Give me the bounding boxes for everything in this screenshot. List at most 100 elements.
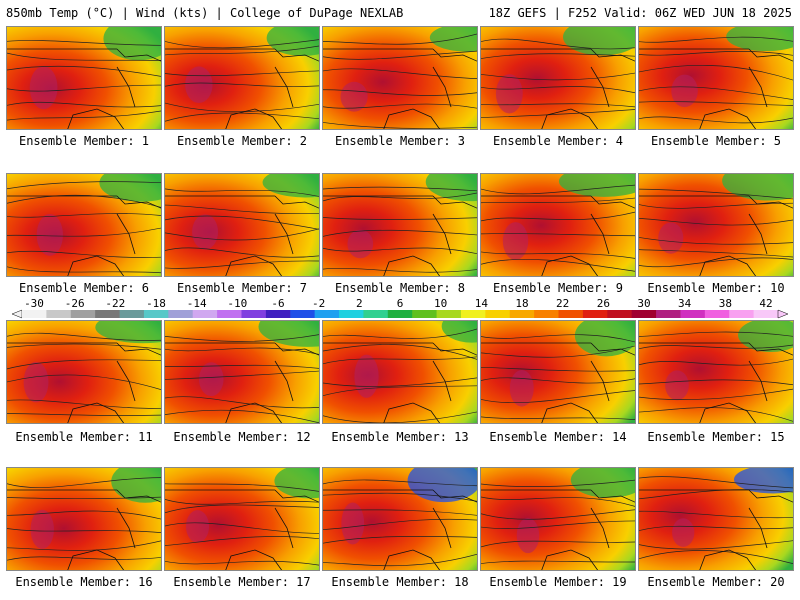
pressure-contour — [481, 560, 635, 564]
pressure-contour — [481, 72, 635, 81]
pressure-contour — [165, 347, 319, 355]
pressure-contour — [323, 229, 477, 237]
pressure-contour — [481, 334, 635, 343]
pressure-contour — [323, 103, 477, 109]
ensemble-member-map-15 — [638, 320, 794, 424]
colorbar-tick-label: 14 — [474, 297, 488, 310]
cool-airmass-region — [407, 468, 477, 503]
pressure-contour — [7, 540, 161, 551]
ensemble-member-map-20 — [638, 467, 794, 571]
geographic-borders — [323, 48, 477, 129]
pressure-contour — [7, 413, 161, 416]
cool-airmass-region — [722, 174, 793, 201]
pressure-contour — [7, 65, 161, 77]
ensemble-member-label: Ensemble Member: 9 — [492, 281, 624, 295]
pressure-contour — [165, 188, 319, 197]
pressure-contour — [7, 374, 161, 391]
pressure-contour — [639, 358, 793, 366]
heat-core-region — [23, 361, 49, 403]
ensemble-member-label: Ensemble Member: 2 — [176, 134, 308, 148]
colorbar-tick-label: 42 — [759, 297, 773, 310]
model-run-info: 18Z GEFS | F252 Valid: 06Z WED JUN 18 20… — [488, 6, 792, 20]
pressure-contour — [639, 476, 793, 489]
colorbar-swatch — [729, 310, 755, 318]
colorbar-swatch — [265, 310, 291, 318]
pressure-contour — [323, 122, 477, 129]
ensemble-member-map-14 — [480, 320, 636, 424]
pressure-contour — [639, 550, 793, 565]
heat-core-region — [341, 502, 365, 545]
geographic-borders — [7, 489, 161, 570]
pressure-contour — [165, 102, 319, 112]
pressure-contour — [323, 192, 477, 202]
heat-core-region — [509, 369, 534, 407]
colorbar-tick-label: 30 — [637, 297, 651, 310]
pressure-contour — [639, 489, 793, 500]
colorbar-swatch — [387, 310, 413, 318]
pressure-contour — [481, 251, 635, 259]
pressure-contour — [165, 499, 319, 505]
colorbar-swatch — [95, 310, 121, 318]
pressure-contour — [165, 504, 319, 514]
pressure-contour — [323, 518, 477, 530]
colorbar-swatch — [436, 310, 462, 318]
geographic-borders — [7, 48, 161, 129]
pressure-contour — [639, 257, 793, 268]
heat-core-region — [340, 81, 368, 112]
pressure-contour — [639, 218, 793, 226]
colorbar-swatch — [753, 310, 779, 318]
ensemble-member-map-10 — [638, 173, 794, 277]
ensemble-member-label: Ensemble Member: 17 — [173, 575, 311, 589]
pressure-contour — [481, 509, 635, 520]
colorbar-swatch — [168, 310, 194, 318]
cool-airmass-region — [99, 174, 161, 202]
colorbar-swatch — [192, 310, 218, 318]
pressure-contour — [7, 110, 161, 121]
ensemble-member-map-3 — [322, 26, 478, 130]
pressure-contour — [165, 396, 319, 409]
pressure-contour — [165, 536, 319, 546]
pressure-contour — [481, 479, 635, 488]
colorbar-tick-label: 34 — [678, 297, 692, 310]
colorbar-swatch — [119, 310, 145, 318]
pressure-contour — [7, 181, 161, 190]
pressure-contour — [323, 217, 477, 220]
cool-airmass-region — [103, 27, 161, 61]
pressure-contour — [7, 510, 161, 520]
pressure-contour — [323, 33, 477, 45]
cool-airmass-region — [563, 27, 635, 56]
colorbar-tick-label: -26 — [64, 297, 85, 310]
geographic-borders — [323, 489, 477, 570]
colorbar-tick-label: 2 — [356, 297, 363, 310]
ensemble-member-label: Ensemble Member: 10 — [647, 281, 785, 295]
colorbar-tick-label: -6 — [271, 297, 285, 310]
pressure-contour — [639, 249, 793, 258]
ensemble-member-map-9 — [480, 173, 636, 277]
ensemble-member-map-13 — [322, 320, 478, 424]
pressure-contour — [639, 64, 793, 81]
pressure-contour — [639, 237, 793, 245]
pressure-contour — [481, 197, 635, 204]
ensemble-member-label: Ensemble Member: 8 — [334, 281, 466, 295]
pressure-contour — [165, 522, 319, 534]
pressure-contour — [7, 101, 161, 108]
colorbar-swatch — [485, 310, 511, 318]
pressure-contour — [323, 356, 477, 365]
geographic-borders — [639, 48, 793, 129]
heat-core-region — [658, 222, 684, 254]
cool-airmass-region — [558, 174, 635, 197]
pressure-contour — [639, 407, 793, 422]
heat-core-region — [198, 362, 224, 397]
cool-airmass-region — [95, 321, 161, 344]
ensemble-member-map-6 — [6, 173, 162, 277]
pressure-contour — [639, 331, 793, 337]
pressure-contour — [323, 553, 477, 567]
colorbar-swatch — [631, 310, 657, 318]
pressure-contour — [481, 390, 635, 404]
pressure-contour — [323, 68, 477, 79]
colorbar-tick-label: -14 — [186, 297, 207, 310]
pressure-contour — [7, 496, 161, 500]
geographic-borders — [639, 195, 793, 276]
pressure-contour — [481, 258, 635, 272]
colorbar-swatch — [70, 310, 96, 318]
